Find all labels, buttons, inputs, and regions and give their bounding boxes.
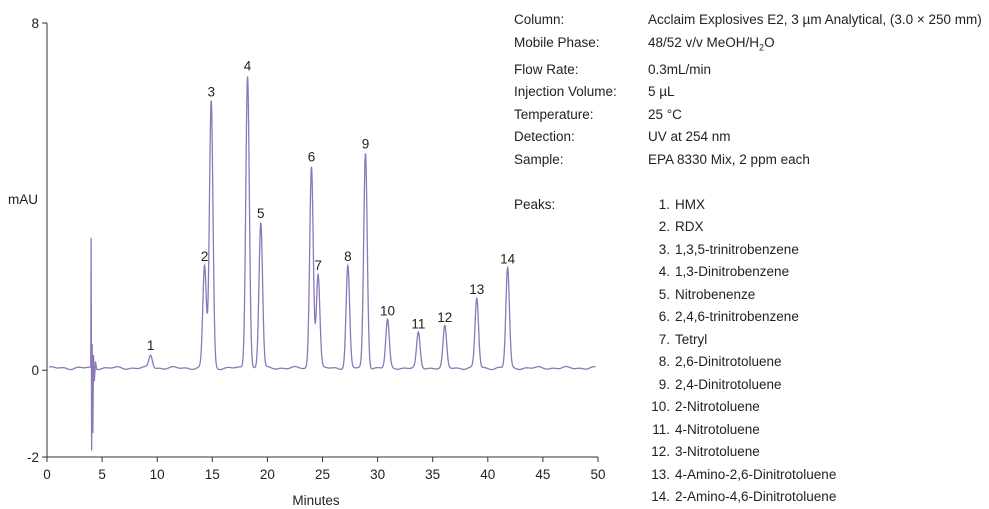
method-parameter-row: Injection Volume: 5 µL [514, 81, 982, 104]
parameter-name: Sample: [514, 149, 648, 172]
parameter-value: 0.3mL/min [648, 59, 711, 82]
method-parameter-row: Mobile Phase: 48/52 v/v MeOH/H2O [514, 32, 982, 59]
parameter-name: Mobile Phase: [514, 32, 648, 59]
peak-name: 2,4-Dinitrotoluene [670, 374, 782, 397]
peak-list-item: 9. 2,4-Dinitrotoluene [648, 374, 836, 397]
x-tick-label: 15 [205, 467, 220, 482]
peak-label: 10 [380, 303, 395, 318]
peak-name: 1,3,5-trinitrobenzene [670, 239, 799, 262]
peak-name: HMX [670, 194, 705, 217]
peak-label: 11 [411, 316, 425, 331]
peak-number: 7. [648, 329, 670, 352]
x-axis-label: Minutes [292, 493, 340, 508]
peak-list-item: 12. 3-Nitrotoluene [648, 441, 836, 464]
peak-number: 8. [648, 351, 670, 374]
peak-number: 2. [648, 216, 670, 239]
peak-name: 2-Nitrotoluene [670, 396, 760, 419]
peak-name: 2,4,6-trinitrobenzene [670, 306, 799, 329]
method-parameter-row: Temperature: 25 °C [514, 104, 982, 127]
peak-number: 14. [648, 486, 670, 509]
peak-name: 1,3-Dinitrobenzene [670, 261, 789, 284]
peak-list-item: 2. RDX [648, 216, 836, 239]
peak-number: 11. [648, 419, 670, 442]
peak-label: 8 [344, 249, 352, 264]
peak-label: 2 [201, 249, 209, 264]
method-parameters: Column: Acclaim Explosives E2, 3 µm Analy… [514, 9, 982, 171]
peak-name: 3-Nitrotoluene [670, 441, 760, 464]
peak-number: 3. [648, 239, 670, 262]
method-parameter-row: Column: Acclaim Explosives E2, 3 µm Analy… [514, 9, 982, 32]
x-tick-label: 30 [370, 467, 385, 482]
peak-list-item: 13. 4-Amino-2,6-Dinitrotoluene [648, 464, 836, 487]
method-parameter-row: Detection: UV at 254 nm [514, 126, 982, 149]
y-tick-label: -2 [27, 450, 39, 465]
peak-name: 4-Nitrotoluene [670, 419, 760, 442]
parameter-name: Detection: [514, 126, 648, 149]
y-tick-label: 8 [31, 16, 39, 31]
peak-list-item: 14. 2-Amino-4,6-Dinitrotoluene [648, 486, 836, 509]
peak-list-item: 4. 1,3-Dinitrobenzene [648, 261, 836, 284]
x-tick-label: 5 [98, 467, 106, 482]
peak-list-item: 1. HMX [648, 194, 836, 217]
peak-number: 1. [648, 194, 670, 217]
peak-number: 13. [648, 464, 670, 487]
peak-list-item: 8. 2,6-Dinitrotoluene [648, 351, 836, 374]
parameter-value: 25 °C [648, 104, 682, 127]
peak-list-item: 11. 4-Nitrotoluene [648, 419, 836, 442]
peak-list-item: 3. 1,3,5-trinitrobenzene [648, 239, 836, 262]
parameter-value: Acclaim Explosives E2, 3 µm Analytical, … [648, 9, 982, 32]
peak-number: 6. [648, 306, 670, 329]
parameter-name: Flow Rate: [514, 59, 648, 82]
x-tick-label: 25 [315, 467, 330, 482]
peak-label: 5 [257, 206, 265, 221]
peak-name: 2,6-Dinitrotoluene [670, 351, 782, 374]
peak-label: 9 [362, 136, 370, 151]
peak-list-item: 6. 2,4,6-trinitrobenzene [648, 306, 836, 329]
parameter-name: Injection Volume: [514, 81, 648, 104]
peak-label: 1 [147, 338, 155, 353]
peak-list-item: 5. Nitrobenenze [648, 284, 836, 307]
x-tick-label: 10 [150, 467, 165, 482]
x-tick-label: 20 [260, 467, 275, 482]
peak-label: 7 [314, 258, 322, 273]
peak-name: Nitrobenenze [670, 284, 755, 307]
y-axis-label: mAU [8, 192, 38, 207]
peak-number: 4. [648, 261, 670, 284]
peak-label: 12 [437, 310, 452, 325]
peak-list: 1. HMX 2. RDX 3. 1,3,5-trinitrobenzene 4. 1,3-D… [648, 194, 836, 509]
peaks-section: Peaks: 1. HMX 2. RDX 3. 1,3,5-trinitrobenzene… [514, 194, 982, 509]
parameter-value: EPA 8330 Mix, 2 ppm each [648, 149, 810, 172]
parameter-value: 48/52 v/v MeOH/H2O [648, 32, 775, 59]
peak-number: 10. [648, 396, 670, 419]
peak-label: 4 [244, 58, 252, 73]
peak-number: 9. [648, 374, 670, 397]
method-parameter-row: Flow Rate: 0.3mL/min [514, 59, 982, 82]
peak-name: 2-Amino-4,6-Dinitrotoluene [670, 486, 836, 509]
peak-list-item: 10. 2-Nitrotoluene [648, 396, 836, 419]
parameter-value: UV at 254 nm [648, 126, 731, 149]
peak-label: 6 [308, 149, 316, 164]
peak-name: Tetryl [670, 329, 707, 352]
method-info-panel: Column: Acclaim Explosives E2, 3 µm Analy… [514, 9, 982, 509]
peak-label: 13 [469, 282, 484, 297]
parameter-name: Column: [514, 9, 648, 32]
x-tick-label: 0 [43, 467, 51, 482]
peak-number: 5. [648, 284, 670, 307]
x-tick-label: 35 [425, 467, 440, 482]
peak-number: 12. [648, 441, 670, 464]
x-tick-label: 40 [480, 467, 495, 482]
peak-name: RDX [670, 216, 704, 239]
peaks-heading: Peaks: [514, 194, 648, 509]
peak-list-item: 7. Tetryl [648, 329, 836, 352]
parameter-name: Temperature: [514, 104, 648, 127]
y-tick-label: 0 [31, 363, 39, 378]
parameter-value: 5 µL [648, 81, 675, 104]
method-parameter-row: Sample: EPA 8330 Mix, 2 ppm each [514, 149, 982, 172]
peak-name: 4-Amino-2,6-Dinitrotoluene [670, 464, 836, 487]
peak-label: 3 [207, 84, 215, 99]
